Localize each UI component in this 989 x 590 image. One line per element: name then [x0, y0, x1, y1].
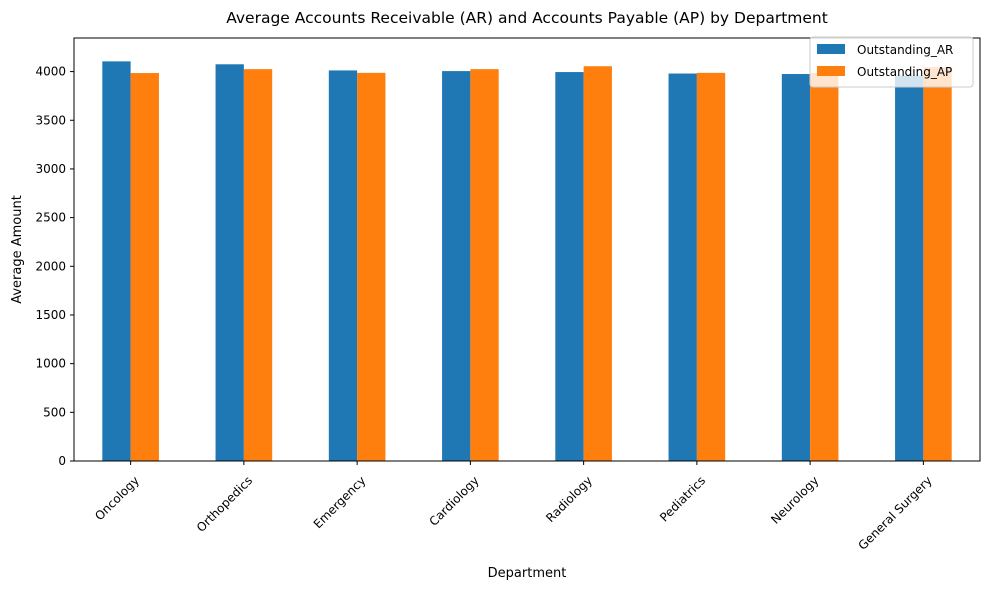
y-axis-label: Average Amount [10, 195, 25, 304]
bar-ap-emergency [357, 72, 386, 461]
bar-ap-orthopedics [243, 69, 273, 461]
y-tick-label: 500 [43, 405, 66, 419]
legend: Outstanding_AR Outstanding_AP [809, 36, 974, 88]
bar-ap-pediatrics [696, 72, 726, 461]
bar-ap-cardiology [470, 69, 499, 461]
x-tick-label: Neurology [768, 473, 821, 526]
legend-swatch-ar [817, 44, 845, 54]
x-axis-label: Department [488, 566, 567, 581]
y-tick-label: 0 [58, 454, 66, 468]
legend-swatch-ap [817, 66, 845, 76]
legend-box [809, 36, 974, 88]
x-tick-label: Oncology [92, 473, 142, 523]
y-tick-label: 1000 [35, 357, 66, 371]
bar-ar-neurology [781, 74, 811, 461]
y-tick-label: 3500 [35, 113, 66, 127]
bar-ar-radiology [555, 72, 584, 462]
y-tick-label: 4000 [35, 65, 66, 79]
bar-ap-radiology [583, 66, 612, 461]
y-tick-label: 1500 [35, 308, 66, 322]
x-axis: Oncology Orthopedics Emergency Cardiology Ra… [92, 461, 935, 553]
chart-title: Average Accounts Receivable (AR) and Acc… [226, 9, 828, 27]
bar-ar-oncology [102, 61, 131, 462]
bar-ar-pediatrics [668, 73, 697, 462]
legend-label-ar: Outstanding_AR [857, 43, 953, 57]
y-tick-label: 3000 [35, 162, 66, 176]
bar-ap-general-surgery [923, 67, 952, 461]
bar-ap-oncology [130, 73, 159, 461]
legend-label-ap: Outstanding_AP [857, 65, 952, 79]
y-axis: 0 500 1000 1500 2000 2500 3000 3500 4000 [35, 65, 74, 468]
plot-frame [73, 37, 981, 462]
bar-ar-cardiology [442, 71, 471, 462]
bar-ar-emergency [328, 70, 358, 461]
x-tick-label: Cardiology [426, 473, 481, 528]
x-tick-label: Orthopedics [194, 473, 255, 534]
x-tick-label: Pediatrics [657, 473, 708, 524]
y-tick-label: 2500 [35, 211, 66, 225]
bar-ap-neurology [810, 73, 839, 461]
x-tick-label: Radiology [543, 473, 595, 525]
bars-group [102, 61, 952, 462]
bar-ar-orthopedics [215, 64, 244, 461]
bar-ar-general-surgery [895, 75, 924, 461]
x-tick-label: Emergency [311, 473, 369, 531]
x-tick-label: General Surgery [855, 473, 934, 552]
y-tick-label: 2000 [35, 259, 66, 273]
